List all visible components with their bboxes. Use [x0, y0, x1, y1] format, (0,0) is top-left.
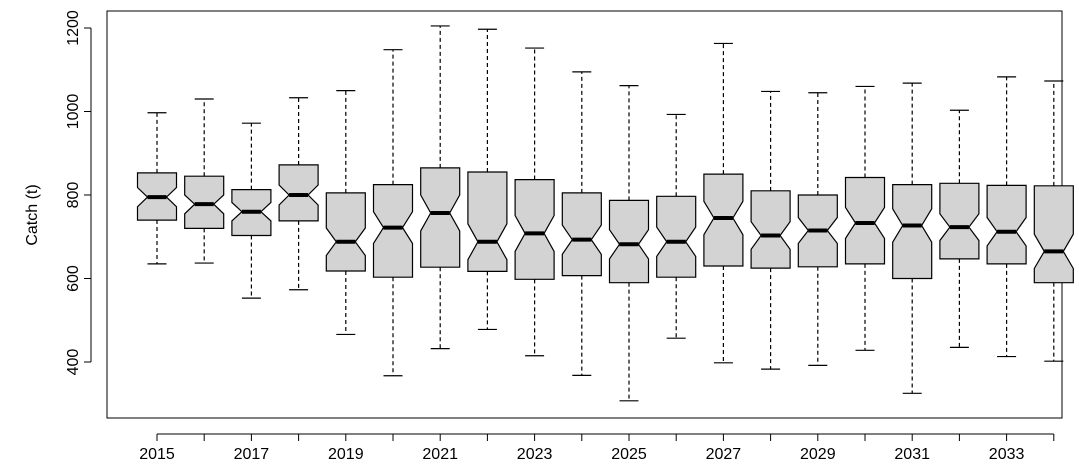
x-tick-label-2029: 2029: [800, 446, 836, 463]
x-tick-label-2019: 2019: [328, 446, 364, 463]
box-body-2022: [467, 171, 508, 272]
boxes-group: [136, 25, 1074, 402]
box-2033: [986, 76, 1027, 358]
box-body-2024: [561, 192, 602, 277]
box-body-2027: [703, 173, 744, 267]
box-2020: [372, 49, 414, 377]
x-tick-label-2031: 2031: [894, 446, 930, 463]
y-tick-label-800: 800: [65, 182, 82, 209]
box-2024: [561, 71, 602, 376]
box-2017: [231, 122, 272, 299]
x-axis: 2015 2017 2019 2021 2023 2025 2027 2029 2031 2033: [139, 433, 1055, 463]
box-body-2031: [892, 184, 933, 280]
box-2030: [844, 85, 886, 351]
box-2018: [278, 97, 319, 291]
y-axis: 400 600 800 1000 1200: [65, 10, 92, 376]
box-body-2033: [986, 184, 1027, 265]
box-2023: [514, 47, 555, 357]
box-2022: [467, 28, 508, 331]
y-tick-label-1200: 1200: [65, 10, 82, 46]
box-body-2020: [372, 184, 414, 278]
box-2028: [750, 90, 791, 370]
box-body-2034: [1033, 185, 1074, 284]
y-tick-label-400: 400: [65, 349, 82, 376]
box-body-2026: [656, 195, 697, 278]
x-tick-label-2025: 2025: [611, 446, 647, 463]
x-tick-label-2017: 2017: [234, 446, 270, 463]
box-body-2021: [420, 167, 461, 268]
box-2016: [184, 98, 225, 264]
x-tick-label-2023: 2023: [517, 446, 553, 463]
y-tick-label-600: 600: [65, 265, 82, 292]
box-2026: [656, 113, 697, 339]
x-tick-label-2033: 2033: [989, 446, 1025, 463]
box-body-2018: [278, 164, 319, 222]
x-tick-label-2027: 2027: [706, 446, 742, 463]
box-2025: [608, 85, 650, 402]
y-tick-label-1000: 1000: [65, 94, 82, 130]
box-body-2030: [844, 176, 886, 265]
y-axis-title: Catch (t): [24, 184, 41, 245]
box-2027: [703, 42, 744, 364]
box-2015: [136, 112, 178, 265]
box-2029: [797, 92, 838, 366]
box-body-2025: [608, 199, 650, 284]
x-tick-label-2015: 2015: [139, 446, 175, 463]
box-2034: [1033, 80, 1074, 362]
box-2019: [325, 90, 366, 336]
box-2031: [892, 82, 933, 394]
box-body-2023: [514, 179, 555, 280]
box-body-2019: [325, 192, 366, 272]
box-2021: [420, 25, 461, 350]
box-2032: [939, 109, 980, 348]
box-body-2032: [939, 182, 980, 260]
box-body-2028: [750, 190, 791, 269]
x-tick-label-2021: 2021: [422, 446, 458, 463]
